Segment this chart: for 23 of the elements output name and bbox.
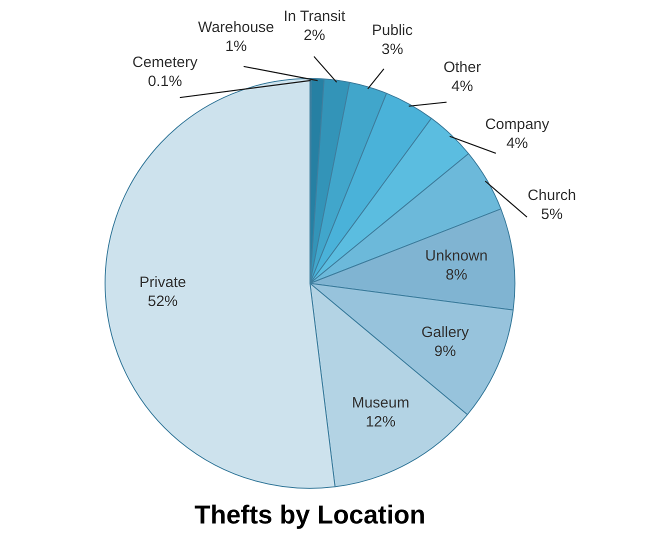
slice-label: Company [485,116,550,133]
data-label: 8% [446,266,468,284]
data-label: 1% [225,38,247,56]
data-label: 2% [304,27,326,44]
slice-label: Cemetery [132,54,198,71]
slice-label: Unknown [425,247,488,264]
text: Thefts by Location [194,500,426,530]
data-label: 3% [381,40,404,58]
data-label: 0.1% [148,72,182,90]
slice-label: Private [139,274,186,292]
data-label: 52% [148,293,178,310]
slice-label: In Transit [284,8,346,26]
data-label: 4% [506,134,528,152]
slice-label: Public [372,22,414,39]
slice-label: Warehouse [198,19,274,36]
data-label: 4% [451,78,474,96]
slice-label: Museum [352,394,410,412]
data-label: 12% [366,414,396,431]
slice-label: Church [528,187,576,204]
data-label: 5% [541,206,563,224]
slice-label: Other [443,59,481,76]
slice-label: Gallery [421,324,470,342]
data-label: 9% [434,343,456,360]
